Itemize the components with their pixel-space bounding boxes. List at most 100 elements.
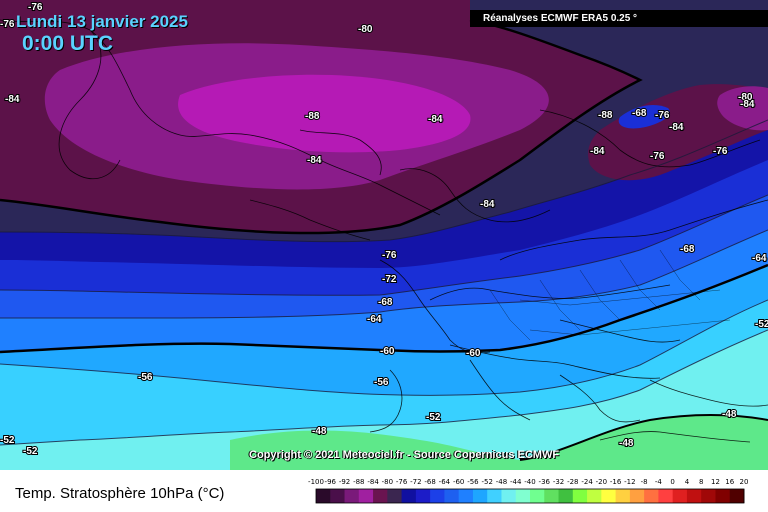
contour-label: -48: [312, 426, 327, 437]
contour-label: -52: [755, 319, 768, 330]
scale-swatch: [487, 489, 502, 503]
temperature-map: -76 -76 -80 -84 -88 -84 -84 -88 -68 -76 -84 -80 -84-…: [0, 0, 768, 470]
scale-tick-label: 20: [739, 478, 749, 486]
scale-swatch: [729, 489, 745, 503]
contour-label: -52: [23, 446, 38, 457]
scale-tick-label: -68: [424, 478, 436, 486]
band-88: [178, 74, 471, 153]
scale-tick-label: -28: [567, 478, 579, 486]
contour-label: -68: [378, 297, 393, 308]
map-canvas: -76-76 -80-84-88-84-84 -88 -68 -76-84-80-84-…: [0, 0, 768, 470]
contour-label: -76: [650, 151, 665, 162]
contour-label: -88: [598, 110, 613, 121]
band-40-south: [230, 415, 768, 470]
contour-label: -52: [426, 412, 441, 423]
date-label: Lundi 13 janvier 2025: [16, 12, 188, 31]
contour-label: -76: [28, 2, 43, 13]
contour-label: -68: [632, 108, 647, 119]
scale-swatch: [387, 489, 403, 503]
scale-tick-label: -56: [467, 478, 479, 486]
contour-label: -60: [380, 346, 395, 357]
scale-swatch: [686, 489, 702, 503]
scale-swatch: [572, 489, 588, 503]
contour-label: -48: [619, 438, 634, 449]
scale-tick-label: 16: [725, 478, 735, 486]
scale-tick-label: -80: [381, 478, 394, 486]
contour-label: -68: [680, 244, 695, 255]
scale-tick-label: -88: [353, 478, 365, 486]
contour-label: -60: [466, 348, 481, 359]
scale-tick-label: -100: [308, 478, 324, 486]
scale-tick-label: -84: [367, 478, 379, 486]
scale-swatch: [530, 489, 545, 503]
scale-tick-label: -96: [324, 478, 336, 486]
time-label: 0:00 UTC: [22, 32, 114, 55]
scale-swatch: [358, 489, 374, 503]
coastlines: [0, 19, 768, 443]
scale-tick-label: 4: [684, 478, 690, 486]
contour-label: -76: [382, 250, 397, 261]
scale-tick-label: -4: [654, 478, 662, 486]
scale-swatch: [558, 489, 574, 503]
scale-frame: [315, 488, 745, 504]
scale-tick-label: -20: [595, 478, 608, 486]
scale-tick-label: -44: [510, 478, 522, 486]
scale-tick-label: -92: [338, 478, 351, 486]
scale-tick-label: -16: [609, 478, 622, 486]
scale-swatch: [401, 489, 417, 503]
scale-tick-label: -64: [438, 478, 451, 486]
contour-label: -76: [713, 146, 728, 157]
scale-swatch: [415, 489, 431, 503]
contour-label: -84: [307, 155, 322, 166]
contour-label: -80: [358, 24, 373, 35]
scale-swatch: [344, 489, 360, 503]
color-scale-labels: -100 -96 -92 -88 -84 -80 -76 -72 -68 -64 -60 -56 -52…: [308, 478, 754, 488]
scale-swatch: [316, 489, 331, 503]
scale-tick-label: 8: [698, 478, 704, 486]
scale-tick-label: -32: [552, 478, 565, 486]
scale-swatch: [472, 489, 488, 503]
band-68-east: [618, 105, 670, 129]
scale-tick-label: 0: [670, 478, 675, 486]
scale-tick-label: -24: [581, 478, 593, 486]
contour-80-bold: [0, 18, 643, 235]
contour-label: -64: [367, 314, 382, 325]
color-scale: [315, 488, 745, 504]
contour-label: -76: [655, 110, 670, 121]
contour-label: -64: [752, 253, 767, 264]
map-labels: -76-76 -80-84-88-84-84 -88 -68 -76-84-80-84-…: [0, 1, 768, 458]
scale-swatch: [544, 489, 560, 503]
scale-tick-label: 12: [710, 478, 720, 486]
scale-tick-label: -36: [538, 478, 550, 486]
scale-tick-label: -48: [495, 478, 508, 486]
scale-swatch: [658, 489, 674, 503]
contour-label: -72: [382, 274, 397, 285]
scale-swatch: [373, 489, 388, 503]
contour-label: -56: [138, 372, 153, 383]
scale-swatch: [629, 489, 645, 503]
scale-swatch: [515, 489, 531, 503]
scale-swatch: [615, 489, 631, 503]
contour-label: -56: [374, 377, 389, 388]
copyright-label: Copyright © 2021 Meteociel.fr - Source C…: [249, 449, 560, 461]
contour-label: -84: [590, 146, 605, 157]
scale-swatch: [644, 489, 659, 503]
scale-tick-label: -40: [524, 478, 536, 486]
scale-swatch: [330, 489, 346, 503]
scale-swatch: [587, 489, 602, 503]
scale-tick-label: -60: [452, 478, 465, 486]
scale-swatch: [601, 489, 617, 503]
scale-tick-label: -52: [481, 478, 493, 486]
contour-label: -80: [738, 92, 753, 103]
scale-tick-label: -72: [410, 478, 422, 486]
scale-swatch: [672, 489, 688, 503]
scale-swatch: [458, 489, 474, 503]
scale-swatch: [701, 489, 716, 503]
contour-label: -48: [722, 409, 737, 420]
scale-swatch: [501, 489, 517, 503]
contour-40-bold: [519, 414, 768, 461]
contour-label: -84: [428, 114, 443, 125]
contour-label: -76: [0, 19, 15, 30]
contour-label: -84: [5, 94, 20, 105]
scale-swatch: [715, 489, 731, 503]
